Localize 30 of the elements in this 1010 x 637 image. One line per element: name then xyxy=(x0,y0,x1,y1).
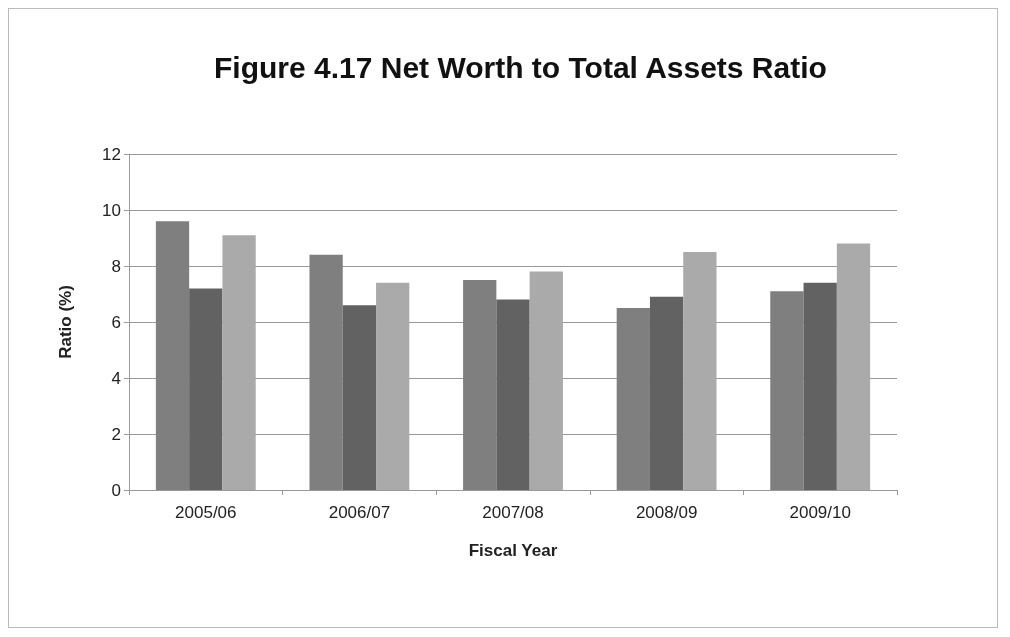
bar xyxy=(649,296,684,490)
bar xyxy=(376,282,410,490)
bar xyxy=(770,291,804,490)
y-tick-label: 6 xyxy=(111,312,121,332)
bar xyxy=(155,221,190,490)
bar xyxy=(189,288,223,490)
y-tick-label: 2 xyxy=(111,424,121,444)
x-tick-label: 2007/08 xyxy=(482,503,544,522)
bar xyxy=(342,305,377,490)
y-tick-label: 12 xyxy=(102,144,121,164)
bar xyxy=(616,308,650,490)
bar xyxy=(529,271,563,490)
bar xyxy=(496,299,530,490)
bar xyxy=(836,243,871,490)
x-tick-label: 2009/10 xyxy=(789,503,851,522)
x-tick-label: 2008/09 xyxy=(635,503,698,522)
y-tick-label: 8 xyxy=(111,256,121,276)
bar xyxy=(222,235,256,490)
bar xyxy=(803,282,837,490)
x-tick-label: 2006/07 xyxy=(328,503,391,522)
chart-title: Figure 4.17 Net Worth to Total Assets Ratio xyxy=(214,50,827,84)
y-tick-label: 10 xyxy=(102,200,121,220)
y-tick-label: 0 xyxy=(111,480,121,500)
bar xyxy=(463,280,497,490)
x-tick-label: 2005/06 xyxy=(175,503,237,522)
bar xyxy=(309,254,343,490)
bar xyxy=(683,252,717,490)
x-axis-title: Fiscal Year xyxy=(468,541,558,560)
y-axis-title: Ratio (%) xyxy=(56,285,75,359)
y-tick-label: 4 xyxy=(111,368,121,388)
